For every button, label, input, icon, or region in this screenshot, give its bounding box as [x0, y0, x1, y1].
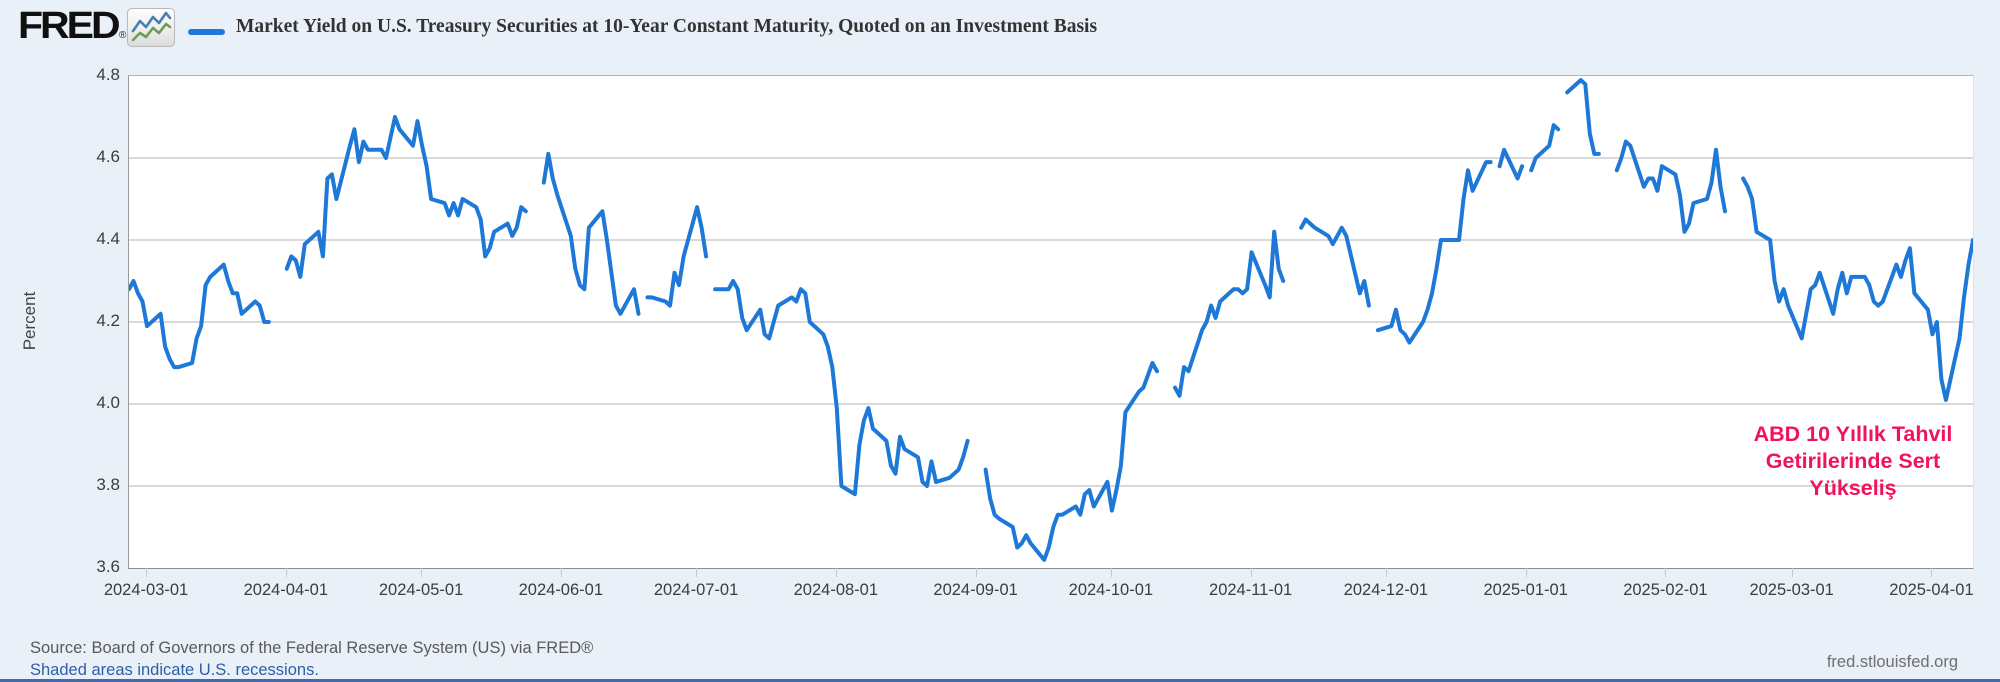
footer-bar	[0, 679, 2000, 682]
x-axis-tick-mark	[1931, 568, 1933, 577]
x-axis-tick-mark	[1385, 568, 1387, 577]
x-axis-tick-mark	[1110, 568, 1112, 577]
x-axis-tick-label: 2025-02-01	[1623, 581, 1708, 599]
x-axis-tick-label: 2024-04-01	[243, 581, 328, 599]
fred-sparkline-icon	[127, 8, 175, 47]
recession-shading-link[interactable]: Shaded areas indicate U.S. recessions.	[30, 661, 319, 679]
x-axis-tick-mark	[1665, 568, 1667, 577]
x-axis-tick-mark	[1250, 568, 1252, 577]
x-axis-tick-mark	[975, 568, 977, 577]
y-axis-tick-label: 4.4	[96, 229, 120, 248]
source-text: Source: Board of Governors of the Federa…	[30, 639, 594, 657]
fred-logo: FRED ®	[18, 3, 175, 47]
x-axis-tick-label: 2024-05-01	[378, 581, 464, 599]
y-axis-tick-label: 4.0	[96, 393, 120, 412]
plot-area[interactable]	[128, 75, 1974, 569]
site-url: fred.stlouisfed.org	[1826, 653, 1958, 671]
x-axis-tick-label: 2024-07-01	[653, 581, 739, 599]
chart-series-title: Market Yield on U.S. Treasury Securities…	[236, 16, 1098, 37]
x-axis-tick-mark	[285, 568, 287, 577]
y-axis-title: Percent	[20, 291, 39, 351]
x-axis-tick-label: 2024-08-01	[793, 581, 879, 599]
x-axis-tick-label: 2024-06-01	[518, 581, 604, 599]
x-axis-tick-mark	[421, 568, 423, 577]
x-axis-tick-label: 2025-01-01	[1483, 581, 1568, 599]
x-axis-tick-mark	[560, 568, 562, 577]
y-axis-tick-label: 3.8	[96, 475, 120, 494]
legend-line-swatch	[188, 29, 225, 35]
y-axis-tick-label: 4.6	[96, 147, 120, 166]
x-axis-tick-label: 2024-03-01	[103, 581, 189, 599]
x-axis-tick-label: 2024-10-01	[1068, 581, 1154, 599]
x-axis-tick-label: 2024-11-01	[1209, 581, 1293, 599]
x-axis-tick-mark	[1525, 568, 1527, 577]
x-axis-tick-mark	[696, 568, 698, 577]
x-axis-tick-mark	[146, 568, 148, 577]
annotation-text: ABD 10 Yıllık Tahvil Getirilerinde Sert …	[1722, 421, 1984, 502]
yield-line-chart	[129, 78, 1973, 562]
y-axis-tick-label: 4.8	[96, 65, 120, 84]
x-axis-tick-label: 2025-03-01	[1749, 581, 1834, 599]
x-axis-tick-label: 2024-09-01	[933, 581, 1018, 599]
x-axis-tick-label: 2024-12-01	[1343, 581, 1429, 599]
x-axis-tick-mark	[835, 568, 837, 577]
x-axis-tick-mark	[1791, 568, 1793, 577]
y-axis-tick-label: 4.2	[96, 311, 120, 330]
fred-logo-registered-mark: ®	[119, 30, 127, 41]
fred-logo-text: FRED	[18, 3, 121, 47]
annotation-line-1: ABD 10 Yıllık Tahvil	[1753, 422, 1953, 446]
x-axis-tick-label: 2025-04-01	[1889, 581, 1974, 599]
annotation-line-2: Getirilerinde Sert	[1765, 449, 1941, 473]
annotation-line-3: Yükseliş	[1809, 476, 1897, 500]
yield-series-line	[129, 78, 1973, 562]
y-axis-tick-label: 3.6	[96, 557, 120, 576]
